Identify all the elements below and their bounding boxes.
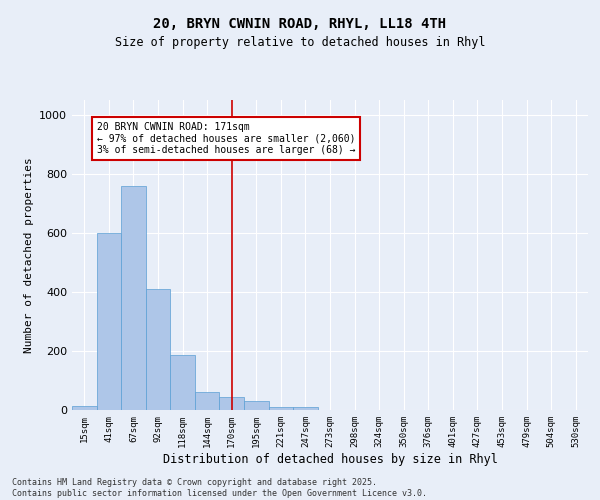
Text: Size of property relative to detached houses in Rhyl: Size of property relative to detached ho… [115,36,485,49]
Bar [244,401,269,410]
Text: Contains HM Land Registry data © Crown copyright and database right 2025.
Contai: Contains HM Land Registry data © Crown c… [12,478,427,498]
Bar [293,407,318,410]
Text: 20 BRYN CWNIN ROAD: 171sqm
← 97% of detached houses are smaller (2,060)
3% of se: 20 BRYN CWNIN ROAD: 171sqm ← 97% of deta… [97,122,355,156]
Bar [170,356,195,410]
Bar [146,289,170,410]
Bar [195,392,220,410]
Y-axis label: Number of detached properties: Number of detached properties [23,157,34,353]
Bar [269,407,293,410]
X-axis label: Distribution of detached houses by size in Rhyl: Distribution of detached houses by size … [163,452,497,466]
Bar [72,406,97,410]
Bar [121,186,146,410]
Text: 20, BRYN CWNIN ROAD, RHYL, LL18 4TH: 20, BRYN CWNIN ROAD, RHYL, LL18 4TH [154,18,446,32]
Bar [97,233,121,410]
Bar [220,396,244,410]
